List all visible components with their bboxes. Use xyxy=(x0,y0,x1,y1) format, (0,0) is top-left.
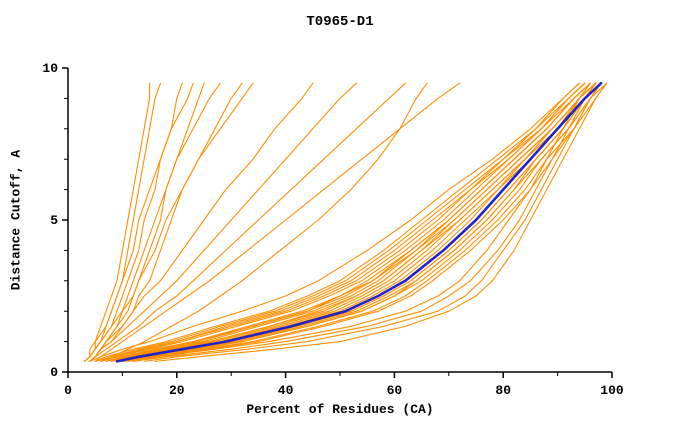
model-curve xyxy=(121,82,602,362)
x-tick-label: 80 xyxy=(495,383,511,398)
median-curve xyxy=(115,81,603,363)
model-curve xyxy=(110,82,591,362)
model-curve xyxy=(89,82,243,362)
x-tick-label: 40 xyxy=(278,383,294,398)
plot-title: T0965-D1 xyxy=(306,14,374,30)
model-curve xyxy=(105,82,597,362)
model-curve xyxy=(94,82,580,362)
model-curve xyxy=(100,82,586,362)
y-tick-label: 10 xyxy=(42,61,58,76)
x-tick-label: 100 xyxy=(600,383,624,398)
y-tick-label: 5 xyxy=(50,213,58,228)
model-curve xyxy=(83,82,151,362)
model-curve xyxy=(89,82,357,362)
model-curve xyxy=(110,82,597,362)
x-axis-label: Percent of Residues (CA) xyxy=(246,402,434,417)
model-curve xyxy=(132,82,597,362)
x-tick-label: 60 xyxy=(387,383,403,398)
model-curve xyxy=(94,82,461,362)
model-curve xyxy=(143,82,602,362)
model-curve xyxy=(89,82,205,362)
model-curve xyxy=(132,82,608,362)
model-curve xyxy=(89,82,406,362)
model-curve xyxy=(100,82,591,362)
model-curve xyxy=(83,82,194,362)
model-curve xyxy=(94,82,586,362)
x-tick-label: 20 xyxy=(169,383,185,398)
model-curve xyxy=(100,82,428,362)
model-curve xyxy=(121,82,591,362)
model-curve xyxy=(154,82,608,362)
model-curve xyxy=(83,82,221,362)
x-tick-label: 0 xyxy=(64,383,72,398)
model-curve xyxy=(89,82,580,362)
model-curve xyxy=(89,82,314,362)
model-curve xyxy=(127,82,608,362)
y-tick-label: 0 xyxy=(50,365,58,380)
